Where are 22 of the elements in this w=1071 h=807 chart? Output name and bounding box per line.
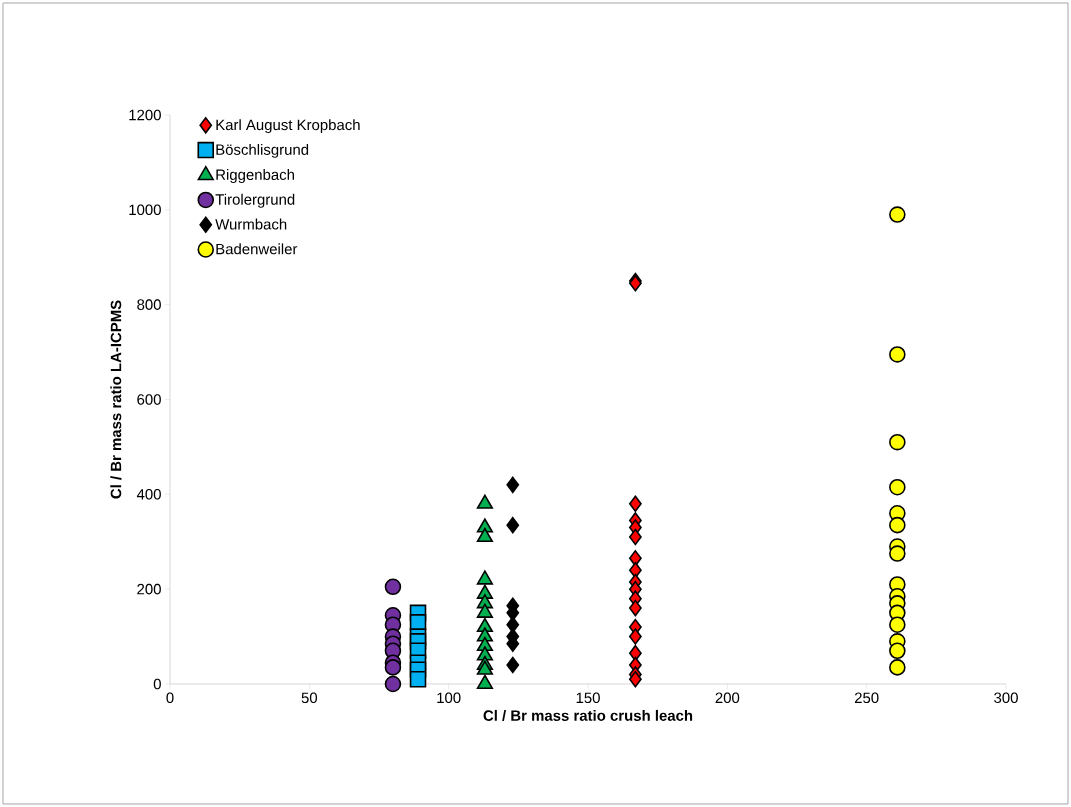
y-tick-label: 400: [136, 489, 161, 500]
legend-label: Karl August Kropbach: [216, 119, 360, 134]
x-tick-label: 200: [715, 692, 740, 704]
legend-label: Wurmbach: [215, 218, 287, 230]
y-tick-label: 600: [137, 394, 161, 405]
y-tick-label: 800: [137, 299, 161, 310]
y-tick-label: 200: [137, 583, 161, 595]
legend-label: Badenweiler: [216, 243, 298, 255]
x-tick-label: 250: [854, 692, 879, 704]
y-tick-label: 0: [153, 678, 161, 690]
y-tick-label: 1000: [129, 204, 161, 216]
x-tick-label: 300: [994, 692, 1018, 704]
y-axis-title: Cl / Br mass ratio LA-ICPMS: [110, 300, 122, 499]
legend-label: Riggenbach: [216, 169, 294, 183]
legend-label: Tirolergrund: [215, 193, 295, 208]
x-tick-label: 100: [437, 692, 461, 704]
x-axis-title: Cl / Br mass ratio crush leach: [483, 709, 693, 722]
x-tick-label: 0: [166, 692, 174, 704]
x-tick-label: 50: [301, 692, 318, 704]
y-tick-label: 1200: [129, 109, 161, 121]
x-tick-label: 150: [576, 692, 600, 704]
legend-label: Böschlisgrund: [216, 143, 309, 158]
